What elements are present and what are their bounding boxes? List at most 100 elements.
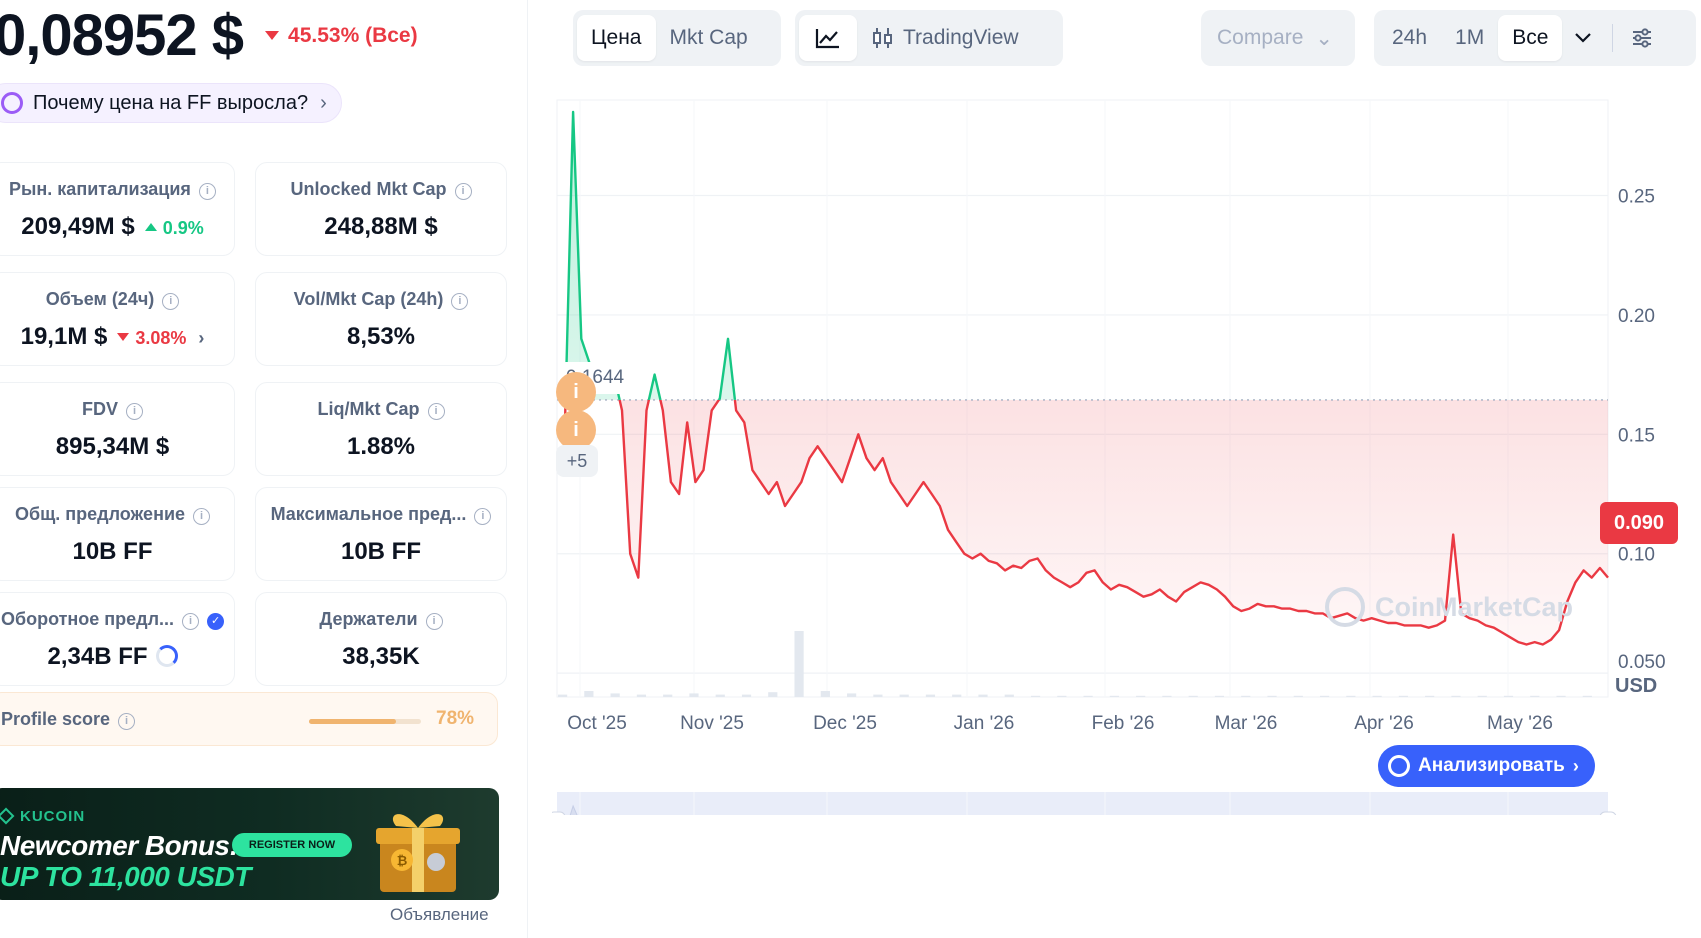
tradingview-button[interactable]: TradingView — [857, 15, 1033, 61]
x-tick-label: May '26 — [1487, 713, 1553, 734]
y-tick-label: 0.20 — [1618, 306, 1655, 327]
info-icon[interactable]: i — [425, 613, 443, 630]
navigator-series — [569, 804, 578, 815]
info-icon[interactable]: i — [451, 293, 469, 310]
volume-bar — [1346, 695, 1356, 697]
x-tick-label: Nov '25 — [680, 713, 744, 734]
info-icon[interactable]: i — [474, 508, 492, 525]
tab-price[interactable]: Цена — [577, 15, 656, 61]
volume-bar — [925, 694, 936, 697]
price-series — [557, 110, 1609, 646]
svg-text:₿: ₿ — [397, 854, 408, 869]
stat-label: Liq/Mkt Cap — [317, 399, 420, 419]
range-24h[interactable]: 24h — [1392, 26, 1428, 49]
ad-caption: Объявление — [390, 905, 489, 924]
line-chart-button[interactable] — [799, 15, 857, 61]
chevron-right-icon: › — [1572, 755, 1579, 776]
volume-bars — [558, 631, 1592, 697]
navigator-handle — [1599, 811, 1617, 815]
info-icon[interactable]: i — [198, 183, 216, 200]
info-icon[interactable]: i — [454, 183, 472, 200]
tab-mkt-cap[interactable]: Mkt Cap — [669, 26, 748, 49]
stat-card-volume[interactable]: Объем (24ч) i 19,1M $ 3.08% › — [0, 272, 235, 366]
range-1m[interactable]: 1M — [1455, 26, 1485, 49]
stat-label: Оборотное предл... — [0, 609, 175, 629]
stat-label: FDV — [82, 399, 118, 419]
volume-bar — [794, 631, 804, 697]
stat-value: 19,1M $ — [20, 323, 108, 350]
navigator-handle — [552, 811, 566, 815]
volume-bar — [1293, 695, 1303, 697]
volume-bar — [715, 694, 725, 697]
current-price: 0,08952 $ — [0, 3, 244, 68]
volume-bar — [1188, 695, 1198, 697]
stat-label: Максимальное пред... — [270, 504, 467, 524]
volume-bar — [1083, 695, 1093, 697]
volume-bar — [610, 693, 620, 697]
price-chart[interactable]: 0.250.200.150.100.050 Oct '25Oct '25Nov … — [552, 95, 1701, 815]
stat-card-max-supply: Максимальное пред... i 10B FF — [255, 487, 507, 581]
cmc-logo-icon — [1325, 587, 1365, 627]
verified-icon: ✓ — [207, 613, 225, 630]
tradingview-label: TradingView — [903, 26, 1019, 49]
range-more-dropdown[interactable] — [1562, 15, 1604, 61]
sliders-icon — [1633, 28, 1652, 48]
stat-value: 1.88% — [346, 433, 416, 460]
info-icon[interactable]: i — [193, 508, 211, 525]
range-navigator[interactable] — [552, 792, 1617, 815]
ad-brand: KUCOIN — [20, 808, 86, 825]
more-events-badge[interactable]: +5 — [556, 445, 598, 477]
volume-bar — [1136, 695, 1146, 697]
compare-label: Compare — [1217, 26, 1304, 49]
volume-bar — [1267, 695, 1277, 697]
info-icon[interactable]: i — [126, 403, 143, 420]
chart-settings-button[interactable] — [1621, 15, 1663, 61]
why-price-rose-button[interactable]: Почему цена на FF выросла? › — [0, 83, 342, 123]
stat-card-fdv: FDV i 895,34M $ — [0, 382, 235, 476]
volume-bar — [1372, 695, 1382, 697]
volume-bar — [584, 691, 594, 697]
stat-value: 2,34B FF — [47, 643, 148, 670]
y-tick-label: 0.050 — [1618, 652, 1666, 673]
y-tick-label: 0.10 — [1618, 545, 1655, 566]
down-triangle-icon — [117, 333, 130, 341]
info-icon[interactable]: i — [162, 293, 180, 310]
volume-bar — [663, 694, 673, 697]
compare-dropdown[interactable]: Compare ⌄ — [1201, 10, 1355, 66]
volume-bar — [1241, 695, 1251, 697]
up-triangle-icon — [144, 223, 157, 231]
analyze-button[interactable]: Анализировать › — [1378, 745, 1595, 787]
cmc-logo-icon — [1388, 755, 1410, 777]
stat-card-market-cap: Рын. капитализация i 209,49M $ 0.9% — [0, 162, 235, 256]
price-change: 45.53% (Все) — [265, 24, 418, 48]
currency-unit: USD — [1615, 675, 1658, 697]
profile-score[interactable]: Profile score i 78% — [0, 692, 498, 746]
event-marker[interactable]: i — [556, 372, 596, 412]
volume-bar — [1398, 695, 1408, 697]
gift-box-icon: ₿ — [376, 814, 460, 892]
info-icon[interactable]: i — [118, 713, 136, 730]
volume-bar — [978, 694, 988, 697]
kucoin-ad-banner[interactable]: KUCOIN Newcomer Bonus: UP TO 11,000 USDT… — [0, 788, 499, 900]
stat-card-unlocked-mkt-cap: Unlocked Mkt Cap i 248,88M $ — [255, 162, 507, 256]
y-tick-label: 0.25 — [1618, 187, 1655, 208]
coinmarketcap-watermark: CoinMarketCap — [1325, 587, 1573, 627]
info-icon[interactable]: i — [427, 403, 445, 420]
price-header: 0,08952 $ 45.53% (Все) — [0, 2, 418, 69]
volume-bar — [689, 693, 699, 697]
volume-bar — [1057, 695, 1067, 697]
range-all[interactable]: Все — [1498, 15, 1563, 61]
down-triangle-icon — [265, 31, 280, 40]
chevron-right-icon: › — [198, 328, 205, 348]
ad-register-button[interactable]: REGISTER NOW — [232, 833, 352, 857]
x-tick-label: Oct '25 — [567, 713, 627, 734]
volume-bar — [1162, 695, 1172, 697]
volume-bar — [741, 694, 752, 697]
event-marker[interactable]: i — [556, 410, 596, 450]
line-chart-icon — [815, 29, 839, 49]
info-icon[interactable]: i — [182, 613, 200, 630]
volume-bar — [1582, 695, 1592, 697]
profile-score-bar — [309, 719, 421, 724]
